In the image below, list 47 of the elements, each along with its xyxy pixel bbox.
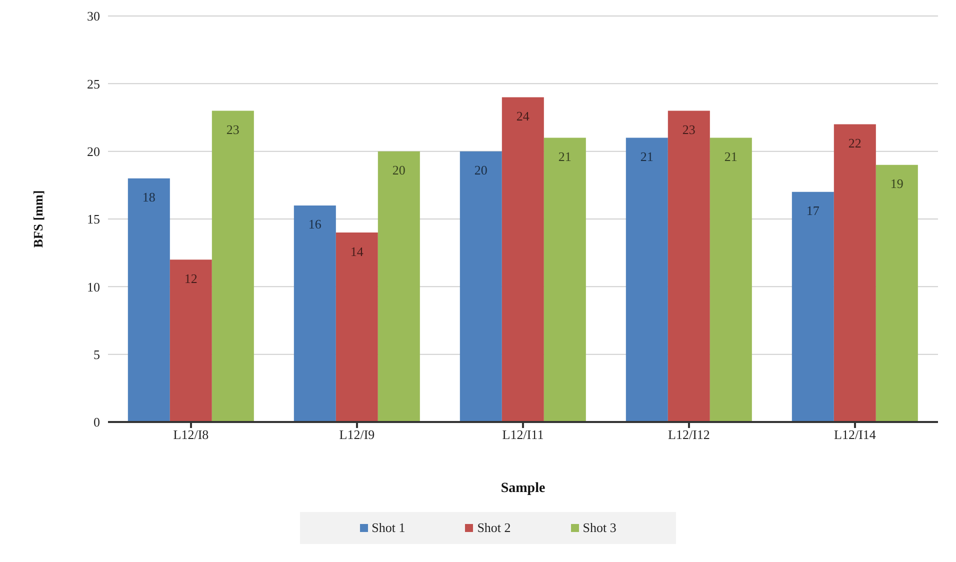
data-label: 18 xyxy=(142,190,156,205)
y-tick-label: 15 xyxy=(87,212,100,227)
bar xyxy=(502,97,544,422)
x-tick-label: L12/I11 xyxy=(502,427,544,442)
data-label: 19 xyxy=(890,176,904,192)
data-label: 23 xyxy=(682,122,696,137)
y-tick-label: 20 xyxy=(87,144,100,159)
bar xyxy=(128,178,170,422)
bar xyxy=(212,110,254,422)
legend-label: Shot 1 xyxy=(370,520,406,536)
data-label: 23 xyxy=(226,122,240,137)
x-tick-label: L12/I14 xyxy=(834,427,876,442)
y-tick-label: 25 xyxy=(87,76,100,92)
data-label: 16 xyxy=(308,216,322,232)
legend-label: Shot 3 xyxy=(582,520,616,536)
data-label: 12 xyxy=(184,270,198,286)
data-label: 22 xyxy=(848,135,862,150)
bar xyxy=(710,138,752,422)
bar xyxy=(336,232,378,422)
bar xyxy=(668,110,710,422)
x-tick-label: L12/I12 xyxy=(668,427,710,442)
data-label: 21 xyxy=(724,149,738,164)
data-label: 20 xyxy=(474,162,488,178)
data-label: 20 xyxy=(392,162,406,178)
bar xyxy=(876,164,918,422)
bar xyxy=(792,192,834,422)
x-tick-label: L12/I8 xyxy=(173,427,209,442)
x-axis-title: Sample xyxy=(500,481,546,496)
y-tick-label: 10 xyxy=(87,279,100,294)
bar xyxy=(294,205,336,422)
bar xyxy=(460,151,502,422)
y-tick-label: 0 xyxy=(94,414,100,430)
bar xyxy=(378,151,420,422)
x-tick-label: L12/I9 xyxy=(339,427,375,442)
data-label: 14 xyxy=(350,244,364,259)
data-label: 24 xyxy=(516,108,530,124)
bar xyxy=(834,124,876,422)
bar xyxy=(626,138,668,422)
data-label: 21 xyxy=(640,149,654,164)
bar xyxy=(170,260,212,422)
data-label: 21 xyxy=(558,149,572,164)
y-tick-label: 30 xyxy=(87,8,100,24)
y-tick-label: 5 xyxy=(94,346,100,362)
data-label: 17 xyxy=(806,203,820,218)
y-axis-title: BFS [mm] xyxy=(30,190,46,248)
bar xyxy=(544,138,586,422)
legend-label: Shot 2 xyxy=(476,520,511,536)
